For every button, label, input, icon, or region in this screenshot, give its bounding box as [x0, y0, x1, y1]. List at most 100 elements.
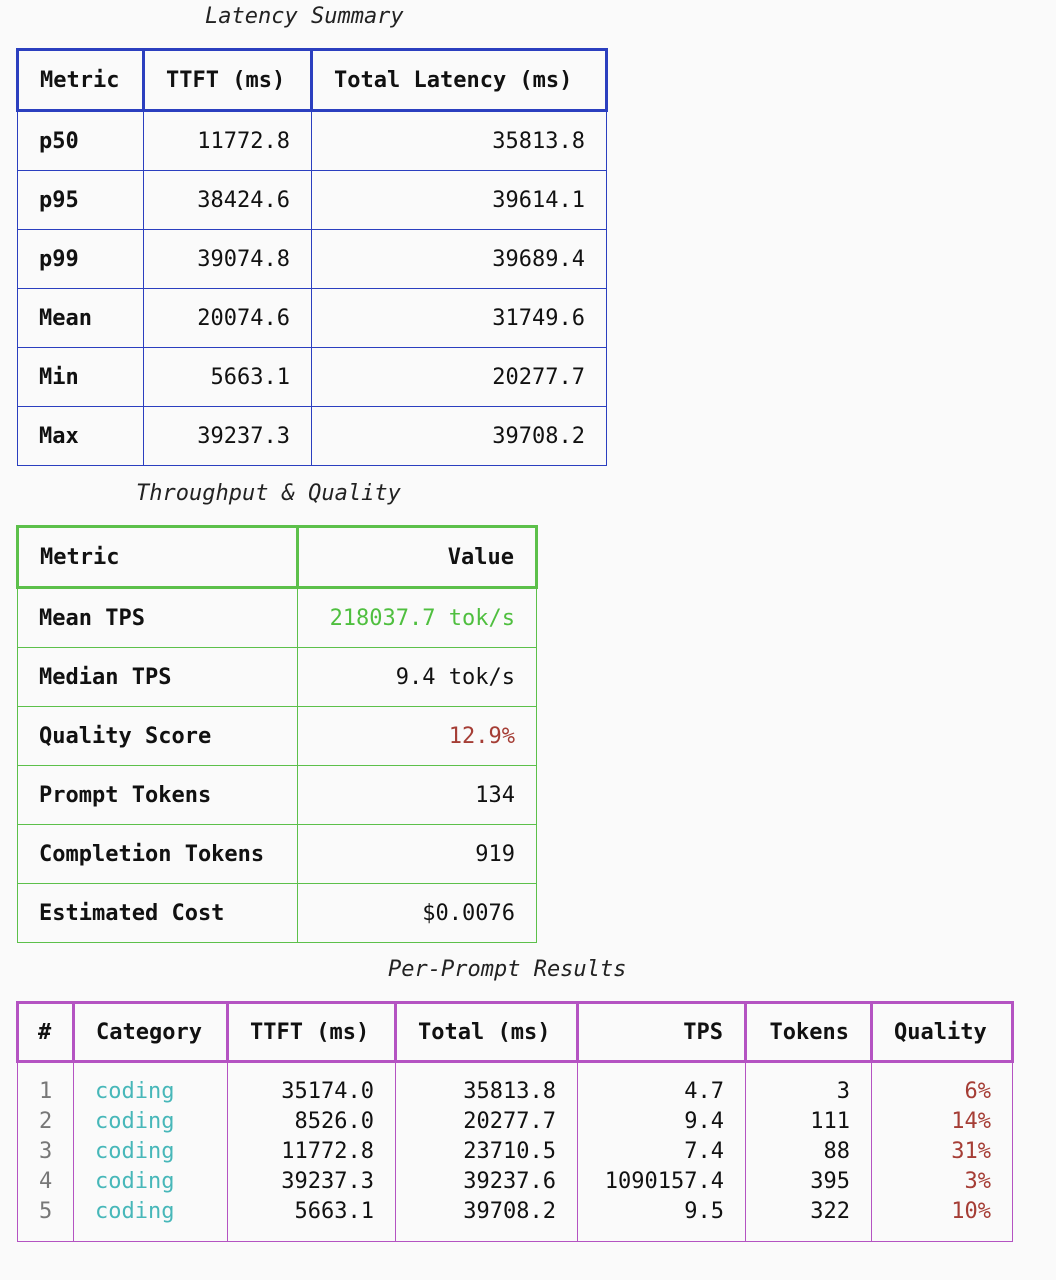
- table-row: Min 5663.1 20277.7: [17, 347, 607, 407]
- latency-ttft: 11772.8: [143, 110, 312, 171]
- table-row: Max 39237.3 39708.2: [17, 406, 607, 466]
- prompt-ttft: 39237.3: [227, 1167, 396, 1197]
- latency-header-total: Total Latency (ms): [310, 48, 608, 112]
- latency-header-ttft: TTFT (ms): [142, 48, 313, 112]
- table-row: 5 coding 5663.1 39708.2 9.5 322 10%: [17, 1197, 1013, 1242]
- prompt-total: 20277.7: [395, 1107, 578, 1137]
- prompt-tps: 7.4: [577, 1137, 746, 1167]
- throughput-metric: Prompt Tokens: [17, 765, 298, 825]
- table-row: Completion Tokens 919: [17, 824, 537, 884]
- throughput-metric: Median TPS: [17, 647, 298, 707]
- table-row: Mean TPS 218037.7 tok/s: [17, 587, 537, 648]
- per-prompt-table: # Category TTFT (ms) Total (ms) TPS Toke…: [16, 1001, 1014, 1242]
- table-row: Quality Score 12.9%: [17, 706, 537, 766]
- prompt-ttft: 11772.8: [227, 1137, 396, 1167]
- prompt-quality: 3%: [871, 1167, 1013, 1197]
- throughput-metric: Completion Tokens: [17, 824, 298, 884]
- table-row: Estimated Cost $0.0076: [17, 883, 537, 943]
- per-prompt-header-tokens: Tokens: [744, 1001, 873, 1063]
- throughput-value: 218037.7 tok/s: [297, 587, 537, 648]
- prompt-tokens: 88: [745, 1137, 872, 1167]
- latency-caption: Latency Summary: [205, 4, 404, 29]
- per-prompt-header-ttft: TTFT (ms): [226, 1001, 397, 1063]
- table-row: p95 38424.6 39614.1: [17, 170, 607, 230]
- latency-total: 31749.6: [311, 288, 607, 348]
- prompt-quality: 6%: [871, 1061, 1013, 1107]
- per-prompt-header-index: #: [16, 1001, 75, 1063]
- throughput-metric: Estimated Cost: [17, 883, 298, 943]
- table-row: Mean 20074.6 31749.6: [17, 288, 607, 348]
- table-row: 3 coding 11772.8 23710.5 7.4 88 31%: [17, 1137, 1013, 1167]
- latency-total: 39689.4: [311, 229, 607, 289]
- prompt-tokens: 111: [745, 1107, 872, 1137]
- latency-ttft: 38424.6: [143, 170, 312, 230]
- per-prompt-header-tps: TPS: [576, 1001, 747, 1063]
- latency-total: 20277.7: [311, 347, 607, 407]
- table-row: 4 coding 39237.3 39237.6 1090157.4 395 3…: [17, 1167, 1013, 1197]
- throughput-value: $0.0076: [297, 883, 537, 943]
- latency-ttft: 39237.3: [143, 406, 312, 466]
- prompt-quality: 31%: [871, 1137, 1013, 1167]
- per-prompt-header-quality: Quality: [870, 1001, 1014, 1063]
- prompt-quality: 10%: [871, 1197, 1013, 1242]
- prompt-tps: 9.4: [577, 1107, 746, 1137]
- table-row: Prompt Tokens 134: [17, 765, 537, 825]
- throughput-header-row: Metric Value: [16, 525, 538, 589]
- table-row: 1 coding 35174.0 35813.8 4.7 3 6%: [17, 1061, 1013, 1107]
- latency-header-metric: Metric: [16, 48, 145, 112]
- latency-metric: p99: [17, 229, 144, 289]
- table-row: p99 39074.8 39689.4: [17, 229, 607, 289]
- per-prompt-header-total: Total (ms): [394, 1001, 579, 1063]
- prompt-tps: 9.5: [577, 1197, 746, 1242]
- prompt-category: coding: [73, 1061, 228, 1107]
- latency-metric: Min: [17, 347, 144, 407]
- latency-total: 39614.1: [311, 170, 607, 230]
- prompt-category: coding: [73, 1167, 228, 1197]
- throughput-header-value: Value: [296, 525, 538, 589]
- prompt-total: 39237.6: [395, 1167, 578, 1197]
- latency-ttft: 5663.1: [143, 347, 312, 407]
- prompt-ttft: 8526.0: [227, 1107, 396, 1137]
- per-prompt-header-category: Category: [72, 1001, 229, 1063]
- prompt-tokens: 3: [745, 1061, 872, 1107]
- throughput-value: 9.4 tok/s: [297, 647, 537, 707]
- prompt-ttft: 35174.0: [227, 1061, 396, 1107]
- table-row: Median TPS 9.4 tok/s: [17, 647, 537, 707]
- prompt-quality: 14%: [871, 1107, 1013, 1137]
- latency-header-row: Metric TTFT (ms) Total Latency (ms): [16, 48, 608, 112]
- prompt-tps: 1090157.4: [577, 1167, 746, 1197]
- latency-metric: Mean: [17, 288, 144, 348]
- table-row: 2 coding 8526.0 20277.7 9.4 111 14%: [17, 1107, 1013, 1137]
- prompt-total: 23710.5: [395, 1137, 578, 1167]
- prompt-total: 39708.2: [395, 1197, 578, 1242]
- prompt-index: 4: [17, 1167, 74, 1197]
- latency-ttft: 39074.8: [143, 229, 312, 289]
- prompt-total: 35813.8: [395, 1061, 578, 1107]
- prompt-category: coding: [73, 1107, 228, 1137]
- latency-total: 35813.8: [311, 110, 607, 171]
- throughput-metric: Quality Score: [17, 706, 298, 766]
- throughput-metric: Mean TPS: [17, 587, 298, 648]
- throughput-caption: Throughput & Quality: [136, 481, 401, 506]
- prompt-index: 1: [17, 1061, 74, 1107]
- throughput-value: 919: [297, 824, 537, 884]
- latency-ttft: 20074.6: [143, 288, 312, 348]
- prompt-ttft: 5663.1: [227, 1197, 396, 1242]
- throughput-value: 12.9%: [297, 706, 537, 766]
- latency-table: Metric TTFT (ms) Total Latency (ms) p50 …: [16, 48, 608, 466]
- prompt-category: coding: [73, 1197, 228, 1242]
- per-prompt-header-row: # Category TTFT (ms) Total (ms) TPS Toke…: [16, 1001, 1014, 1063]
- latency-total: 39708.2: [311, 406, 607, 466]
- prompt-index: 3: [17, 1137, 74, 1167]
- throughput-value: 134: [297, 765, 537, 825]
- per-prompt-caption: Per-Prompt Results: [388, 957, 627, 982]
- table-row: p50 11772.8 35813.8: [17, 110, 607, 171]
- throughput-table: Metric Value Mean TPS 218037.7 tok/s Med…: [16, 525, 538, 943]
- prompt-category: coding: [73, 1137, 228, 1167]
- latency-metric: Max: [17, 406, 144, 466]
- prompt-tokens: 395: [745, 1167, 872, 1197]
- latency-metric: p95: [17, 170, 144, 230]
- prompt-index: 2: [17, 1107, 74, 1137]
- prompt-tokens: 322: [745, 1197, 872, 1242]
- prompt-tps: 4.7: [577, 1061, 746, 1107]
